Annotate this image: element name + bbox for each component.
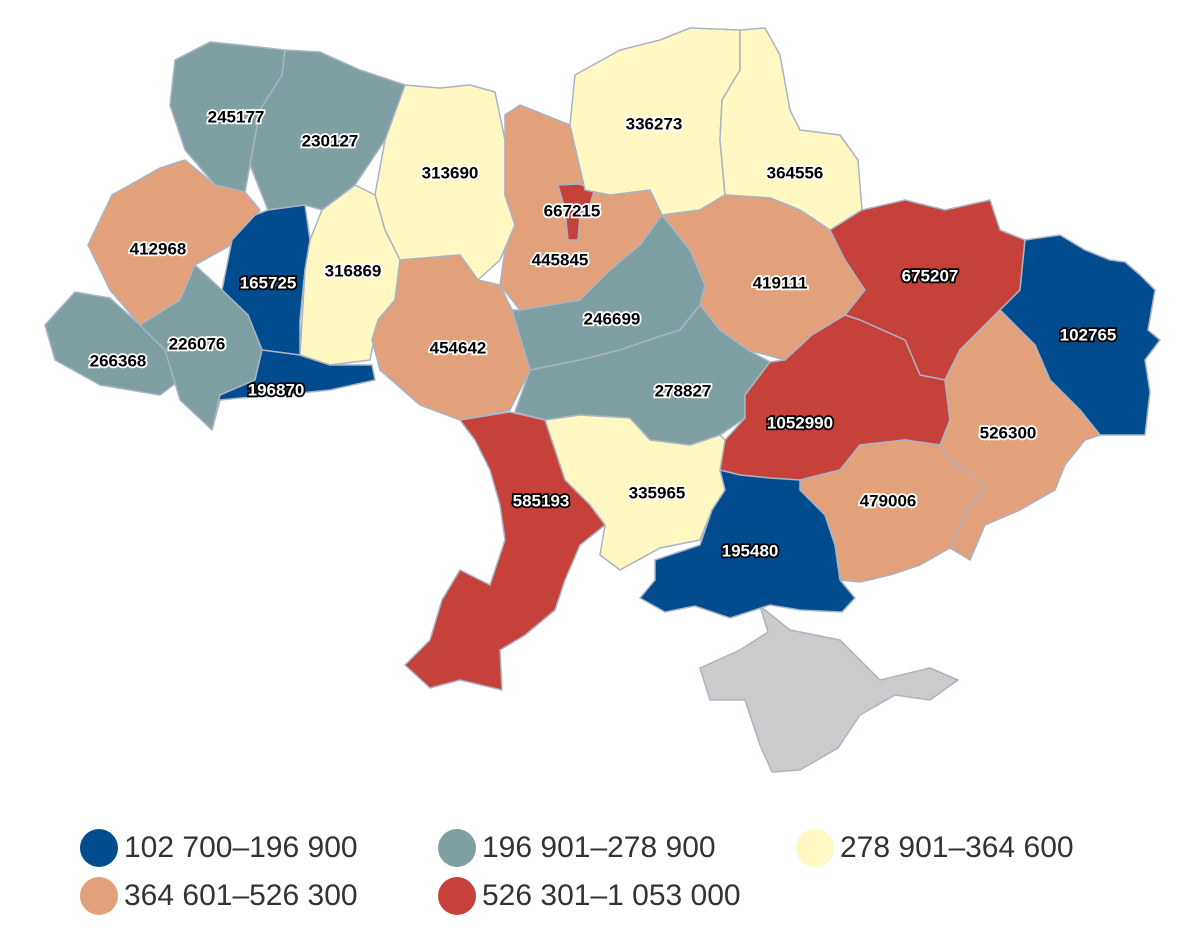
value-label-ivano-frankivsk: 226076	[169, 334, 226, 353]
value-label-cherkasy: 246699	[584, 309, 641, 328]
value-label-kyiv-city: 667215	[544, 201, 601, 220]
legend-label-range-1: 102 700–196 900	[124, 831, 358, 864]
region-odesa	[404, 411, 606, 691]
value-label-khmelnytskyi: 316869	[325, 261, 382, 280]
value-label-zaporizhzhia: 479006	[860, 491, 917, 510]
value-label-chernihiv: 336273	[626, 114, 683, 133]
region-crimea	[699, 605, 959, 773]
legend-label-range-4: 364 601–526 300	[124, 879, 358, 912]
value-label-sumy: 364556	[767, 163, 824, 182]
value-label-vinnytsia: 454642	[430, 338, 487, 357]
value-label-zakarpattia: 266368	[90, 351, 147, 370]
region-zakarpattia	[44, 291, 181, 396]
value-label-mykolaiv: 335965	[629, 483, 686, 502]
legend-swatch-range-3	[796, 829, 834, 867]
legend-label-range-2: 196 901–278 900	[482, 831, 716, 864]
value-label-kherson: 195480	[722, 541, 779, 560]
value-label-donetsk: 526300	[980, 423, 1037, 442]
legend-swatch-range-4	[80, 877, 118, 915]
legend-item-range-1: 102 700–196 900	[80, 828, 358, 868]
region-kherson	[639, 469, 856, 619]
value-label-kharkiv: 675207	[902, 266, 959, 285]
value-label-kyiv-oblast: 445845	[532, 250, 589, 269]
value-label-poltava: 419111	[753, 273, 808, 292]
legend-label-range-3: 278 901–364 600	[840, 831, 1074, 864]
map-legend: 102 700–196 900 196 901–278 900 278 901–…	[80, 828, 1140, 928]
legend-item-range-3: 278 901–364 600	[796, 828, 1074, 868]
value-label-lviv: 412968	[130, 239, 187, 258]
value-label-volyn: 245177	[208, 107, 265, 126]
ukraine-choropleth-map: 245177 230127 412968 165725 266368 22607…	[44, 27, 1161, 773]
value-label-zhytomyr: 313690	[422, 163, 479, 182]
value-label-dnipropetrovsk: 1052990	[767, 413, 833, 432]
legend-item-range-2: 196 901–278 900	[438, 828, 716, 868]
region-vinnytsia	[371, 254, 531, 421]
value-label-ternopil: 165725	[240, 273, 297, 292]
value-label-chernivtsi: 196870	[248, 380, 305, 399]
legend-swatch-range-2	[438, 829, 476, 867]
legend-item-range-5: 526 301–1 053 000	[438, 876, 741, 916]
legend-label-range-5: 526 301–1 053 000	[482, 879, 741, 912]
value-label-luhansk: 102765	[1060, 325, 1117, 344]
value-label-kirovohrad: 278827	[655, 381, 712, 400]
legend-swatch-range-1	[80, 829, 118, 867]
value-label-odesa: 585193	[513, 491, 570, 510]
legend-item-range-4: 364 601–526 300	[80, 876, 358, 916]
value-label-rivne: 230127	[302, 131, 359, 150]
legend-swatch-range-5	[438, 877, 476, 915]
